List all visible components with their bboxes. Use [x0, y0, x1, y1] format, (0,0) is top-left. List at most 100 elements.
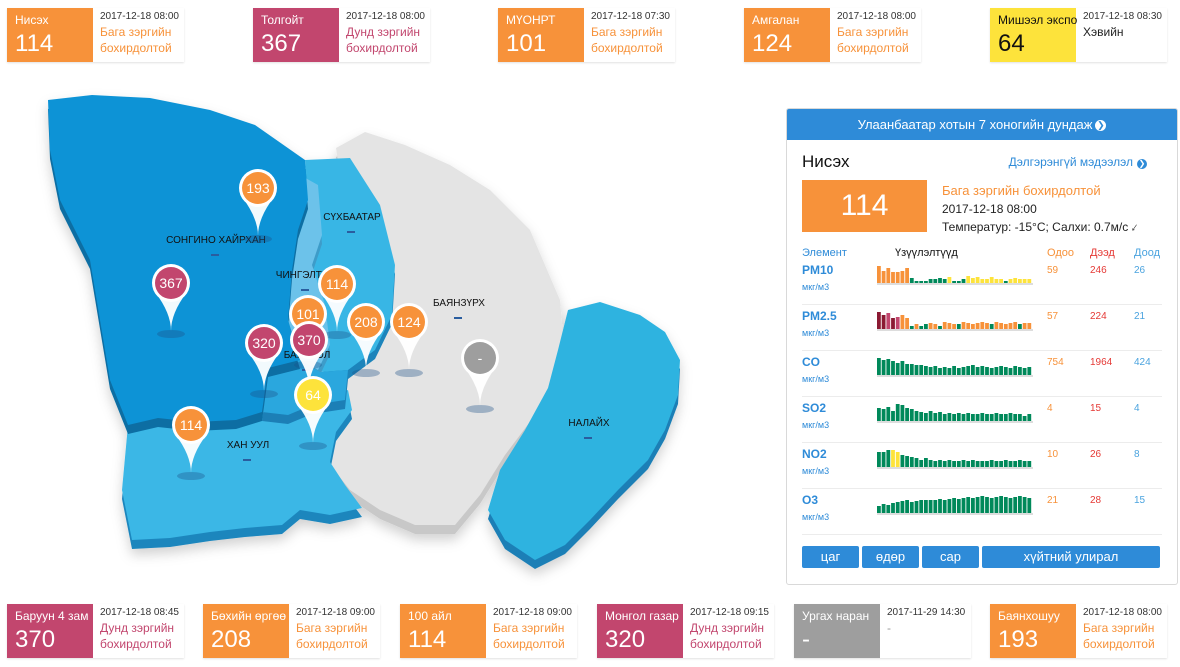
sparkline-bar — [933, 461, 938, 467]
station-card[interactable]: Нисэх 114 2017-12-18 08:00 Бага зэргийн бох… — [7, 8, 184, 62]
sparkline-bar — [924, 500, 928, 513]
sparkline-bar — [914, 365, 919, 375]
marker-pin — [321, 293, 353, 332]
pollutant-low: 15 — [1134, 495, 1146, 506]
sparkline-bar — [919, 460, 924, 467]
district-dot — [243, 459, 251, 461]
sparkline-bar — [1027, 367, 1032, 375]
sparkline-bar — [971, 460, 975, 467]
station-card[interactable]: 100 айл 114 2017-12-18 09:00 Бага зэргийн б… — [400, 604, 577, 658]
sparkline-bar — [956, 461, 961, 467]
sparkline-bar — [938, 326, 942, 329]
station-time: 2017-12-18 08:00 — [837, 11, 916, 22]
sparkline-bar — [1018, 279, 1022, 283]
pollution-marker[interactable]: 124 — [390, 303, 428, 377]
pollution-marker[interactable]: - — [461, 339, 499, 413]
detail-link[interactable]: Дэлгэрэнгүй мэдээлэл ❯ — [1009, 155, 1147, 169]
panel-header[interactable]: Улаанбаатар хотын 7 хоногийн дундаж ❯ — [787, 109, 1177, 140]
tab-day[interactable]: өдөр — [862, 546, 919, 568]
sparkline-bar — [905, 364, 909, 375]
weekly-average-panel: Улаанбаатар хотын 7 хоногийн дундаж ❯ Нис… — [786, 108, 1178, 585]
station-aqi-badge: Бөхийн өргөө 208 — [203, 604, 289, 658]
sparkline-bar — [947, 460, 952, 467]
station-card[interactable]: Баруун 4 зам 370 2017-12-18 08:45 Дунд зэрг… — [7, 604, 184, 658]
pollutant-low: 26 — [1134, 265, 1146, 276]
station-card[interactable]: Амгалан 124 2017-12-18 08:00 Бага зэргийн б… — [744, 8, 921, 62]
bayanzurkh-district[interactable] — [330, 132, 565, 525]
sparkline-bar — [1027, 323, 1032, 329]
tab-month[interactable]: сар — [922, 546, 979, 568]
station-card[interactable]: Ургах наран - 2017-11-29 14:30 - — [794, 604, 971, 658]
station-time: 2017-12-18 08:00 — [1083, 607, 1162, 618]
sparkline-bar — [975, 367, 980, 375]
marker-pin — [293, 349, 325, 388]
sparkline-bar — [919, 412, 924, 421]
sparkline-bar — [905, 408, 909, 421]
station-card[interactable]: МҮОНРТ 101 2017-12-18 07:30 Бага зэргийн бо… — [498, 8, 675, 62]
marker-value: 114 — [326, 276, 349, 292]
sparkline-bar — [900, 455, 905, 467]
district-dot — [454, 317, 462, 319]
pollutant-high: 246 — [1090, 265, 1107, 276]
district-label: СОНГИНО ХАЙРХАН — [166, 233, 266, 246]
pollution-marker[interactable]: 114 — [318, 265, 356, 339]
pollutant-current: 10 — [1047, 449, 1059, 460]
station-card[interactable]: Мишээл экспо 64 2017-12-18 08:30 Хэвийн — [990, 8, 1167, 62]
marker-shadow — [466, 405, 494, 413]
tab-hour[interactable]: цаг — [802, 546, 859, 568]
station-status: Бага зэргийн бохирдолтой — [493, 621, 565, 651]
station-aqi-badge: МҮОНРТ 101 — [498, 8, 584, 62]
pollutant-current: 59 — [1047, 265, 1059, 276]
station-aqi-badge: Монгол газар 320 — [597, 604, 683, 658]
marker-value: 320 — [252, 335, 276, 351]
sparkline-bar — [909, 502, 914, 513]
district-label: ХАН УУЛ — [227, 440, 269, 451]
station-card[interactable]: Бөхийн өргөө 208 2017-12-18 09:00 Бага зэрг… — [203, 604, 380, 658]
sparkline-bar — [952, 414, 956, 421]
sparkline-bar — [919, 326, 924, 329]
sparkline-bar — [895, 363, 900, 375]
station-time: 2017-11-29 14:30 — [887, 607, 966, 618]
sparkline-bar — [966, 461, 971, 467]
district-dot — [211, 254, 219, 256]
sparkline-bar — [933, 279, 938, 283]
sparkline-bar — [999, 279, 1003, 283]
pollution-marker[interactable]: 320 — [245, 324, 283, 398]
sparkline-bar — [947, 413, 952, 421]
pollution-marker[interactable]: 64 — [294, 376, 332, 450]
pollution-marker[interactable]: 370 — [290, 321, 328, 395]
sparkline-bar — [999, 496, 1003, 513]
marker-shadow — [352, 369, 380, 377]
sparkline-bar — [947, 323, 952, 329]
station-info: 2017-12-18 08:00 Бага зэргийн бохирдолтой — [1076, 604, 1167, 658]
pollutant-name: SO2 — [802, 401, 827, 415]
station-card[interactable]: Баянхошуу 193 2017-12-18 08:00 Бага зэргийн… — [990, 604, 1167, 658]
pollutant-unit: мкг/м3 — [802, 420, 830, 430]
pollutant-row: CO мкг/м3 754 1964 424 — [802, 351, 1162, 397]
marker-pin — [242, 197, 274, 236]
sparkline-bar — [1003, 367, 1008, 375]
sparkline-bar — [971, 414, 975, 421]
col-header-element: Элемент — [802, 247, 847, 259]
marker-shadow — [323, 331, 351, 339]
sparkline-bar — [961, 367, 966, 375]
station-status: Хэвийн — [1083, 25, 1124, 39]
tab-winter-season[interactable]: хүйтний улирал — [982, 546, 1160, 568]
sparkline-bar — [928, 500, 933, 513]
pollutant-high: 15 — [1090, 403, 1102, 414]
station-card[interactable]: Толгойт 367 2017-12-18 08:00 Дунд зэргийн б… — [253, 8, 430, 62]
sparkline-bar — [886, 505, 891, 513]
sparkline-bar — [924, 458, 928, 467]
sparkline-bar — [956, 368, 961, 375]
pollution-marker[interactable]: 114 — [172, 406, 210, 480]
weather-text: Температур: -15°C; Салхи: 0.7м/с — [942, 220, 1129, 234]
pollution-marker[interactable]: 193 — [239, 169, 277, 243]
pollution-marker[interactable]: 208 — [347, 303, 385, 377]
pollution-marker[interactable]: 367 — [152, 264, 190, 338]
station-card[interactable]: Монгол газар 320 2017-12-18 09:15 Дунд зэрг… — [597, 604, 774, 658]
sparkline-bar — [938, 412, 942, 421]
detail-link-text: Дэлгэрэнгүй мэдээлэл — [1008, 155, 1133, 169]
station-info: 2017-12-18 08:00 Бага зэргийн бохирдолтой — [830, 8, 921, 62]
nalaikh-district[interactable] — [488, 302, 680, 560]
sparkline-bar — [966, 323, 971, 329]
